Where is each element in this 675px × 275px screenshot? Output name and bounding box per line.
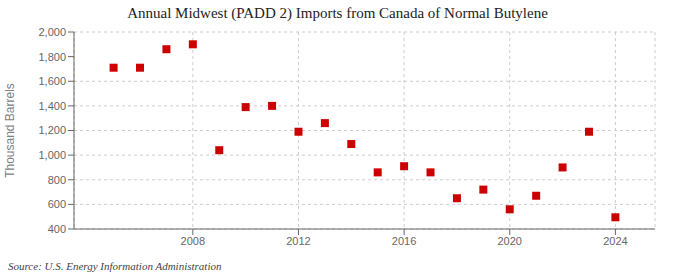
svg-text:2020: 2020 xyxy=(498,235,522,247)
svg-text:400: 400 xyxy=(48,223,66,235)
svg-text:1,800: 1,800 xyxy=(38,51,66,63)
svg-text:2,000: 2,000 xyxy=(38,26,66,38)
svg-text:2012: 2012 xyxy=(286,235,310,247)
svg-text:2024: 2024 xyxy=(603,235,627,247)
svg-text:2008: 2008 xyxy=(181,235,205,247)
html-text:Source: U.S. Energy Informatio: Source: U.S. Energy Information Administ… xyxy=(8,260,222,272)
svg-text:1,600: 1,600 xyxy=(38,75,66,87)
svg-text:1,000: 1,000 xyxy=(38,149,66,161)
svg-text:1,400: 1,400 xyxy=(38,100,66,112)
svg-text:Thousand Barrels: Thousand Barrels xyxy=(8,83,17,178)
svg-text:800: 800 xyxy=(48,174,66,186)
svg-text:1,200: 1,200 xyxy=(38,124,66,136)
html-text:Annual Midwest (PADD 2) Import: Annual Midwest (PADD 2) Imports from Can… xyxy=(127,5,548,21)
svg-text:600: 600 xyxy=(48,198,66,210)
svg-text:2016: 2016 xyxy=(392,235,416,247)
